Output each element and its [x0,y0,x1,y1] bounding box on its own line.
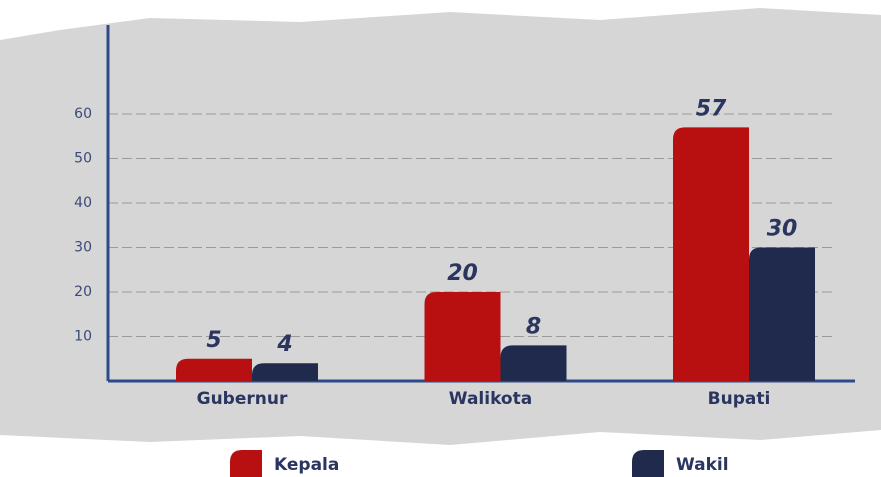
y-tick-label: 30 [74,240,92,256]
bar [425,292,501,381]
data-label: 30 [767,217,798,242]
bar [501,345,567,381]
bar [749,248,815,382]
y-tick-label: 60 [74,106,92,122]
legend-swatch [230,450,262,477]
bar [252,363,318,381]
y-tick-label: 20 [74,284,92,300]
legend-swatch [632,450,664,477]
x-tick-label: Gubernur [197,389,288,409]
data-label: 57 [696,96,727,121]
data-label: 4 [276,332,292,357]
bar [673,127,749,381]
y-tick-label: 10 [74,329,92,345]
chart: 10 20 30 40 50 60 Gubernur 5 4 Walikota 20 8 Bupati 5… [0,0,881,477]
legend-label: Wakil [676,455,729,475]
x-tick-label: Bupati [708,389,771,409]
bar [176,359,252,381]
legend-label: Kepala [274,455,339,475]
data-label: 20 [447,261,478,286]
y-tick-label: 40 [74,195,92,211]
data-label: 8 [526,314,541,339]
x-tick-label: Walikota [449,389,532,409]
data-label: 5 [206,328,221,353]
y-tick-label: 50 [74,151,92,167]
